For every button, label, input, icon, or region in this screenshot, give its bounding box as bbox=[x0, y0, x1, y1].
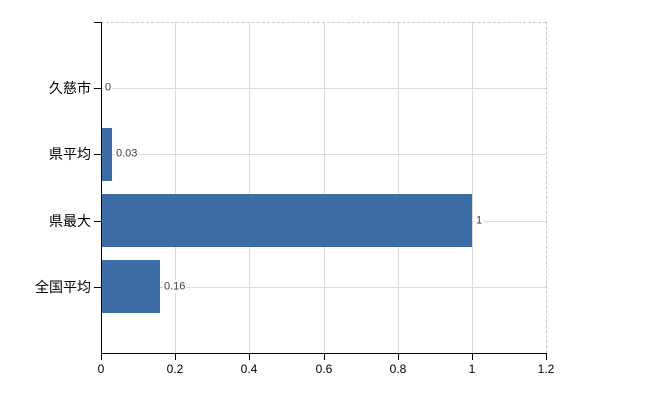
bar bbox=[102, 128, 112, 181]
x-axis-tick bbox=[398, 354, 399, 360]
gridline-vertical bbox=[324, 22, 325, 353]
x-axis-tick-label: 1 bbox=[468, 362, 476, 376]
x-axis-tick-label: 1.2 bbox=[537, 362, 555, 376]
gridline-vertical bbox=[398, 22, 399, 353]
plot-border-top bbox=[101, 22, 546, 23]
y-axis-tick bbox=[94, 154, 101, 155]
x-axis-tick bbox=[101, 354, 102, 360]
x-axis-tick bbox=[249, 354, 250, 360]
plot-border-right bbox=[546, 22, 547, 353]
gridline-vertical bbox=[175, 22, 176, 353]
bar-value-label: 0 bbox=[104, 81, 113, 95]
x-axis bbox=[101, 353, 547, 354]
x-axis-tick-label: 0.8 bbox=[389, 362, 407, 376]
x-axis-tick bbox=[546, 354, 547, 360]
bar-value-label: 0.03 bbox=[115, 147, 139, 161]
category-label: 県最大 bbox=[49, 213, 91, 229]
category-label: 全国平均 bbox=[35, 279, 91, 295]
gridline-horizontal bbox=[101, 88, 546, 89]
gridline-horizontal bbox=[101, 154, 546, 155]
x-axis-tick bbox=[324, 354, 325, 360]
x-axis-tick-label: 0.2 bbox=[166, 362, 184, 376]
x-axis-tick-label: 0.6 bbox=[315, 362, 333, 376]
y-axis bbox=[101, 22, 102, 354]
bar bbox=[102, 194, 472, 247]
bar bbox=[102, 260, 160, 313]
gridline-horizontal bbox=[101, 287, 546, 288]
x-axis-tick-label: 0 bbox=[97, 362, 105, 376]
x-axis-tick bbox=[472, 354, 473, 360]
category-label: 県平均 bbox=[49, 146, 91, 162]
gridline-vertical bbox=[249, 22, 250, 353]
y-axis-tick bbox=[94, 287, 101, 288]
category-label: 久慈市 bbox=[49, 80, 91, 96]
x-axis-tick-label: 0.4 bbox=[240, 362, 258, 376]
y-axis-tick bbox=[94, 221, 101, 222]
y-axis-tick bbox=[94, 88, 101, 89]
bar-value-label: 1 bbox=[475, 214, 484, 228]
x-axis-tick bbox=[175, 354, 176, 360]
gridline-vertical bbox=[472, 22, 473, 353]
y-axis-tick bbox=[94, 22, 101, 23]
bar-value-label: 0.16 bbox=[163, 280, 187, 294]
